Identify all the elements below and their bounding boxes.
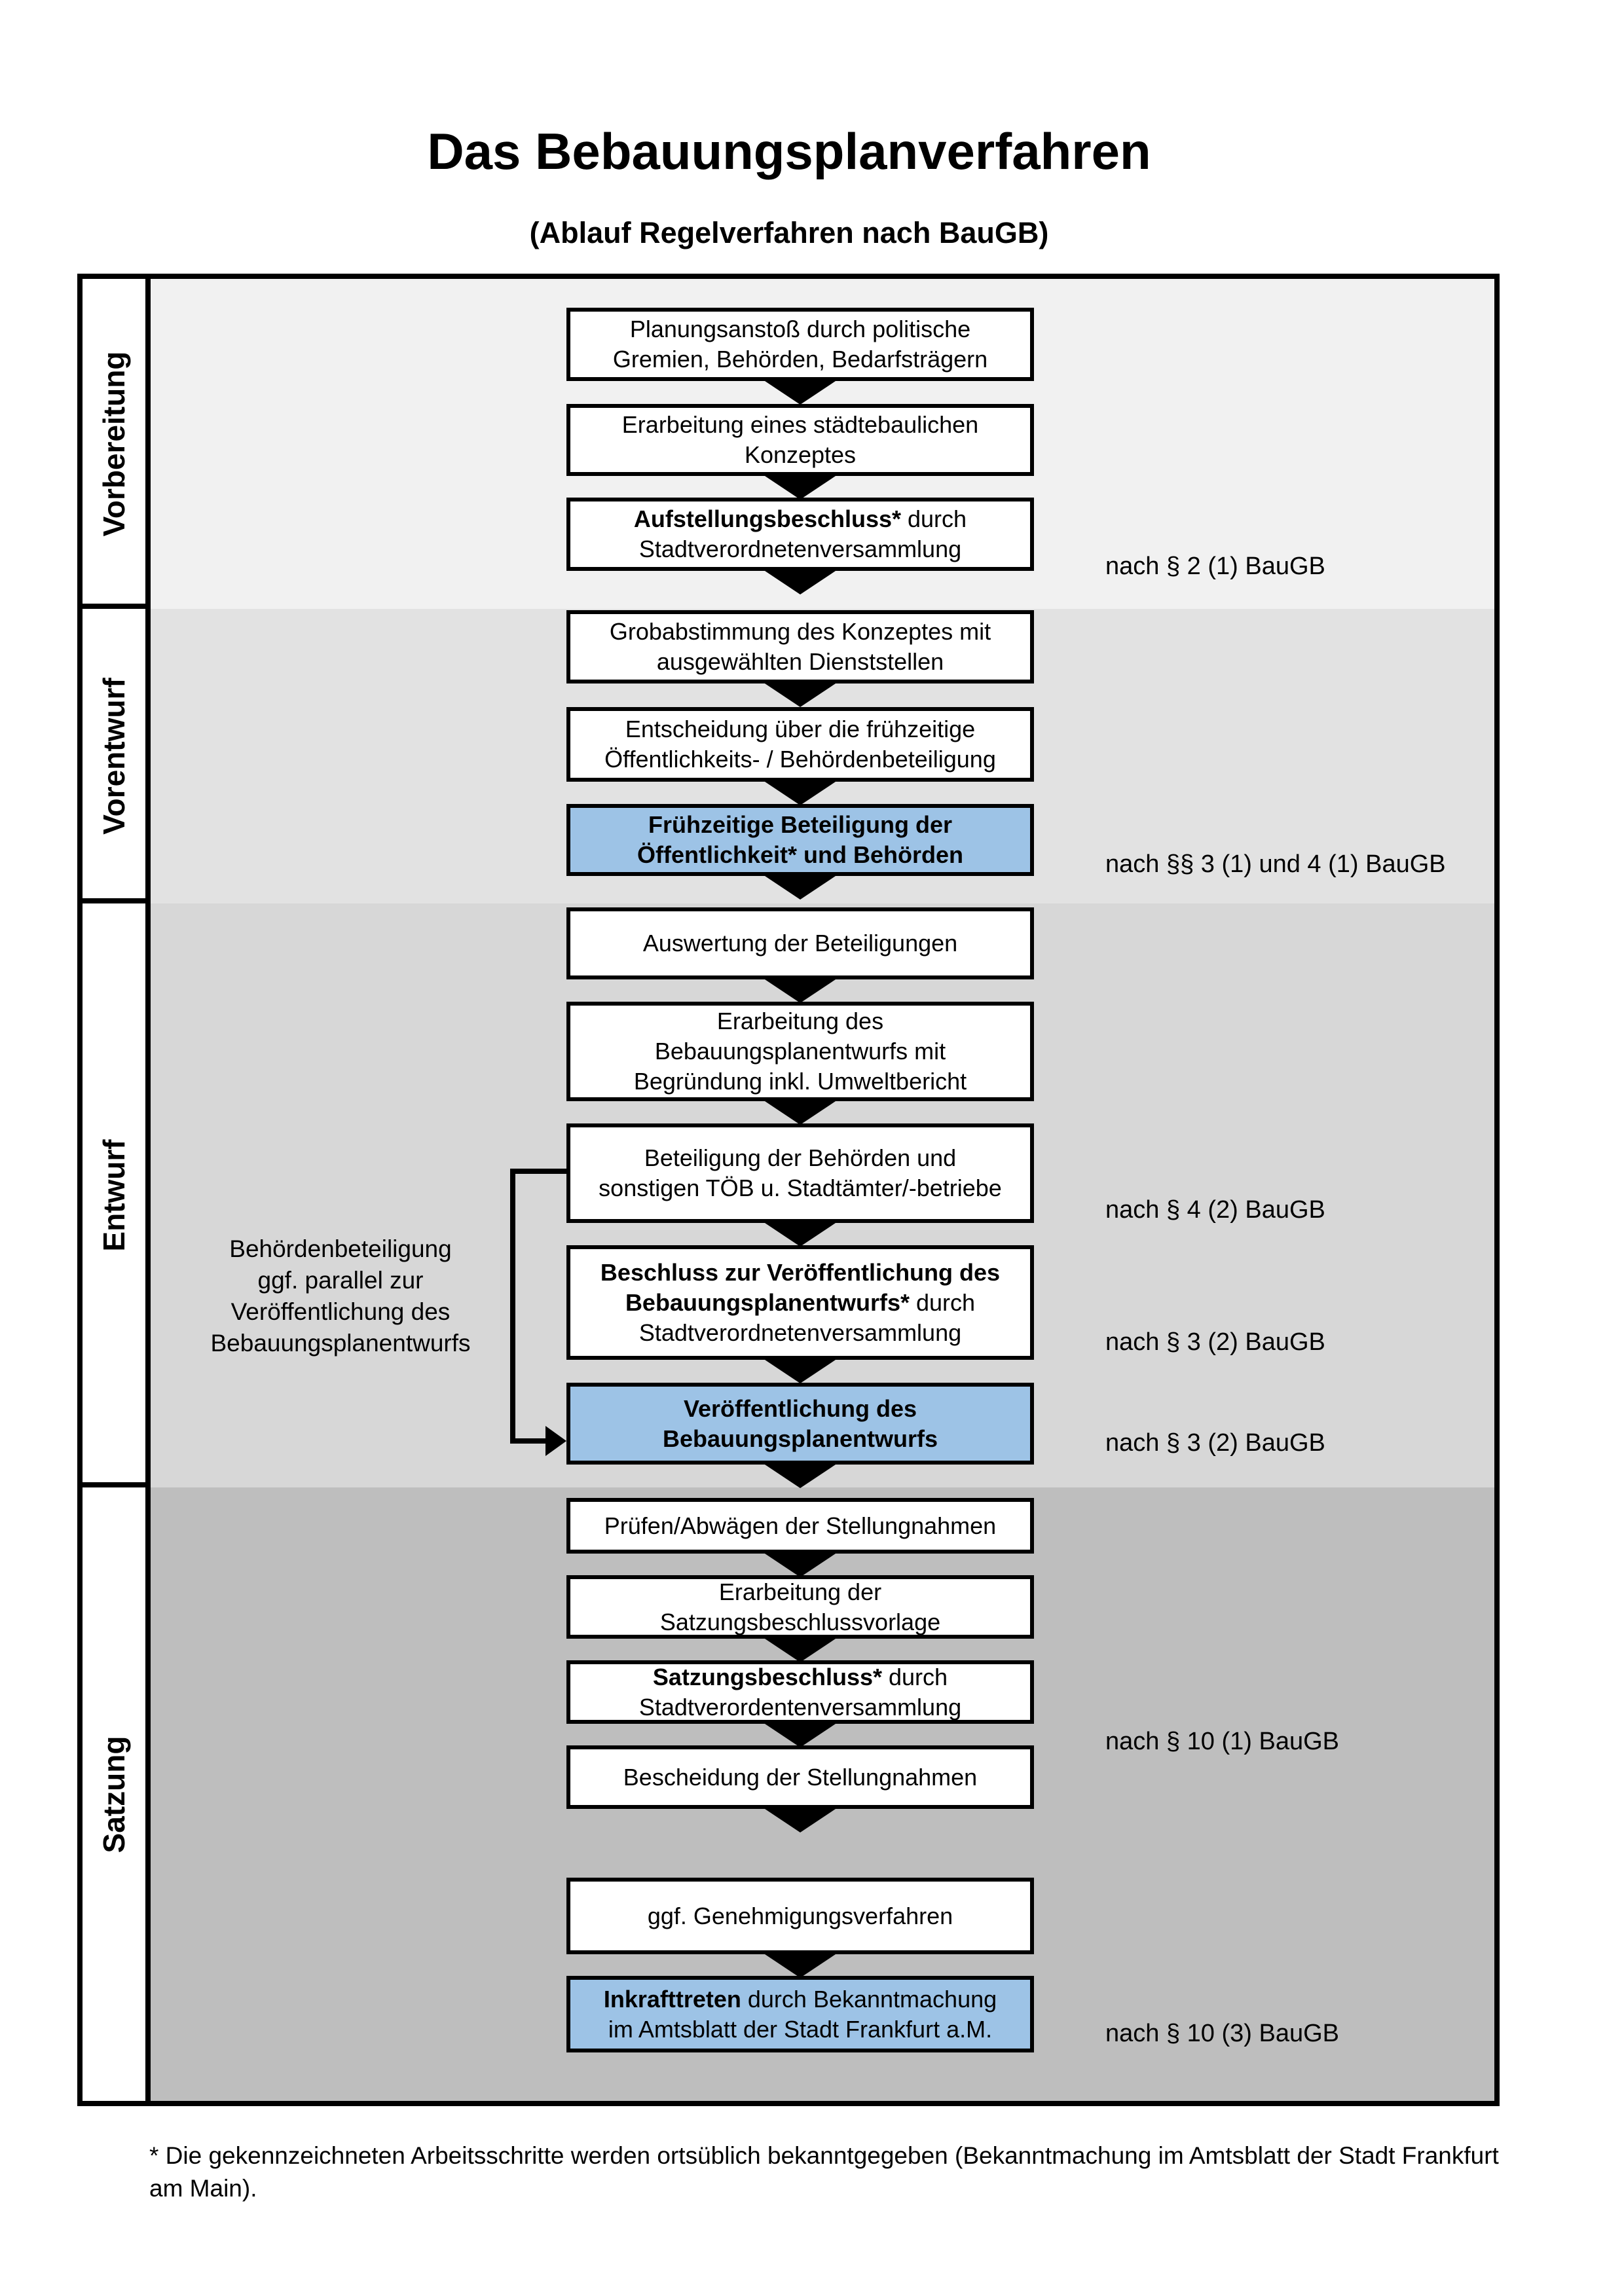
side-note-line: ggf. parallel zur [257, 1267, 424, 1294]
side-note-line: Bebauungsplanentwurfs [210, 1330, 471, 1357]
flow-step-line: im Amtsblatt der Stadt Frankfurt a.M. [608, 2015, 993, 2043]
flow-step-line: Erarbeitung eines städtebaulichen [621, 411, 979, 438]
flow-step-line: Beteiligung der Behörden und [644, 1144, 957, 1171]
flow-step-line: Satzungsbeschluss* durch [652, 1663, 948, 1690]
sidebar-cell-divider [83, 898, 145, 903]
side-note-line: Behördenbeteiligung [229, 1235, 452, 1262]
arrow-down-icon [761, 1952, 840, 1978]
flow-step: Grobabstimmung des Konzeptes mit ausgewäh… [566, 610, 1034, 683]
flow-step: Satzungsbeschluss* durch Stadtverordenten… [566, 1660, 1034, 1724]
arrow-down-icon [761, 1806, 840, 1832]
phase-label-satzung: Satzung [97, 1736, 131, 1853]
flow-step: Beteiligung der Behörden und sonstigen TÖ… [566, 1123, 1034, 1223]
connector-arrow-right-icon [545, 1426, 566, 1456]
flow-step-line: Konzeptes [744, 441, 857, 468]
arrow-down-icon [761, 681, 840, 707]
arrow-down-icon [761, 1099, 840, 1125]
flow-step-line: Bescheidung der Stellungnahmen [623, 1763, 978, 1791]
law-annotation: nach § 10 (1) BauGB [1105, 1728, 1339, 1755]
law-annotation: nach § 3 (2) BauGB [1105, 1328, 1325, 1356]
arrow-down-icon [761, 1220, 840, 1247]
law-annotation: nach § 2 (1) BauGB [1105, 553, 1325, 580]
sidebar-cell-divider [83, 1482, 145, 1487]
flow-step-line: Stadtverordnetenversammlung [638, 536, 962, 562]
flow-step-highlighted: Veröffentlichung des Bebauungsplanentwurf… [566, 1383, 1034, 1465]
flow-step-line: Grobabstimmung des Konzeptes mit [609, 618, 991, 645]
flow-step: Prüfen/Abwägen der Stellungnahmen [566, 1498, 1034, 1554]
law-annotation: nach § 4 (2) BauGB [1105, 1196, 1325, 1224]
arrow-down-icon [761, 568, 840, 594]
arrow-down-icon [761, 1721, 840, 1747]
connector-vertical-line [510, 1169, 515, 1444]
flow-step-line: Beschluss zur Veröffentlichung des [600, 1258, 1001, 1286]
flow-step-line: Aufstellungsbeschluss* durch [633, 505, 967, 532]
flow-step-line: Bebauungsplanentwurfs mit [654, 1038, 946, 1065]
flow-step-line: Frühzeitige Beteiligung der [648, 811, 953, 838]
flow-step-line: ggf. Genehmigungsverfahren [647, 1902, 953, 1929]
flow-step-line: sonstigen TÖB u. Stadtämter/-betriebe [599, 1175, 1002, 1201]
flow-step-line: Prüfen/Abwägen der Stellungnahmen [604, 1512, 997, 1539]
flow-step: Auswertung der Beteiligungen [566, 907, 1034, 979]
law-annotation: nach § 3 (2) BauGB [1105, 1429, 1325, 1457]
sidebar-cell-divider [83, 604, 145, 609]
flow-step-line: Bebauungsplanentwurfs [662, 1425, 938, 1452]
flow-step-line: Erarbeitung des [716, 1008, 884, 1034]
flow-step-line: Begründung inkl. Umweltbericht [633, 1068, 967, 1095]
flow-step-line: Erarbeitung der [718, 1578, 882, 1605]
flow-step-line: Veröffentlichung des [683, 1394, 917, 1422]
flow-step: Entscheidung über die frühzeitige Öffentl… [566, 707, 1034, 782]
flow-step: Erarbeitung des Bebauungsplanentwurfs mit… [566, 1002, 1034, 1101]
flow-step: ggf. Genehmigungsverfahren [566, 1878, 1034, 1954]
connector-top-stub [510, 1169, 566, 1174]
arrow-down-icon [761, 1636, 840, 1662]
phase-label-vorentwurf: Vorentwurf [97, 678, 131, 835]
flow-step-line: Entscheidung über die frühzeitige [625, 716, 976, 742]
law-annotation: nach § 10 (3) BauGB [1105, 2020, 1339, 2047]
flow-step: Aufstellungsbeschluss* durch Stadtverordn… [566, 498, 1034, 571]
side-note-line: Veröffentlichung des [231, 1298, 451, 1325]
flow-step-line: Stadtverordnetenversammlung [638, 1319, 962, 1346]
flow-step: Bescheidung der Stellungnahmen [566, 1745, 1034, 1809]
flow-step: Beschluss zur Veröffentlichung des Bebauu… [566, 1245, 1034, 1360]
flow-step-highlighted: Inkrafttreten durch Bekanntmachung im Amt… [566, 1976, 1034, 2052]
arrow-down-icon [761, 977, 840, 1003]
flow-step-line: Gremien, Behörden, Bedarfsträgern [612, 346, 988, 373]
flow-step-line: Inkrafttreten durch Bekanntmachung [603, 1985, 997, 2013]
flow-step: Erarbeitung eines städtebaulichen Konzept… [566, 404, 1034, 476]
arrow-down-icon [761, 378, 840, 405]
connector-bottom-stub [510, 1438, 549, 1444]
phase-label-entwurf: Entwurf [97, 1139, 131, 1252]
side-note: Behördenbeteiligung ggf. parallel zur Verö… [190, 1233, 491, 1359]
flow-step-line: Auswertung der Beteiligungen [642, 930, 958, 957]
arrow-down-icon [761, 1551, 840, 1577]
flow-step: Erarbeitung der Satzungsbeschlussvorlage [566, 1575, 1034, 1639]
law-annotation: nach §§ 3 (1) und 4 (1) BauGB [1105, 850, 1446, 878]
flow-step-line: Planungsanstoß durch politische [629, 316, 971, 342]
flow-step-line: Öffentlichkeits- / Behördenbeteiligung [604, 746, 996, 773]
phase-label-vorbereitung: Vorbereitung [97, 351, 131, 537]
flow-step-line: Stadtverordentenversammlung [638, 1693, 962, 1721]
page-subtitle: (Ablauf Regelverfahren nach BauGB) [529, 216, 1049, 249]
flow-step-line: Öffentlichkeit* und Behörden [637, 841, 964, 868]
arrow-down-icon [761, 779, 840, 805]
arrow-down-icon [761, 1357, 840, 1383]
arrow-down-icon [761, 473, 840, 500]
flow-step-line: Satzungsbeschlussvorlage [659, 1608, 941, 1635]
flow-step-highlighted: Frühzeitige Beteiligung der Öffentlichkei… [566, 804, 1034, 876]
page-title: Das Bebauungsplanverfahren [427, 122, 1151, 180]
flow-step-line: ausgewählten Dienststellen [656, 648, 944, 675]
flow-step-line: Bebauungsplanentwurfs* durch [625, 1288, 976, 1316]
arrow-down-icon [761, 1462, 840, 1488]
flow-step: Planungsanstoß durch politische Gremien, … [566, 308, 1034, 381]
sidebar-vertical-divider [145, 279, 151, 2101]
arrow-down-icon [761, 873, 840, 900]
footnote: * Die gekennzeichneten Arbeitsschritte w… [149, 2142, 1499, 2202]
